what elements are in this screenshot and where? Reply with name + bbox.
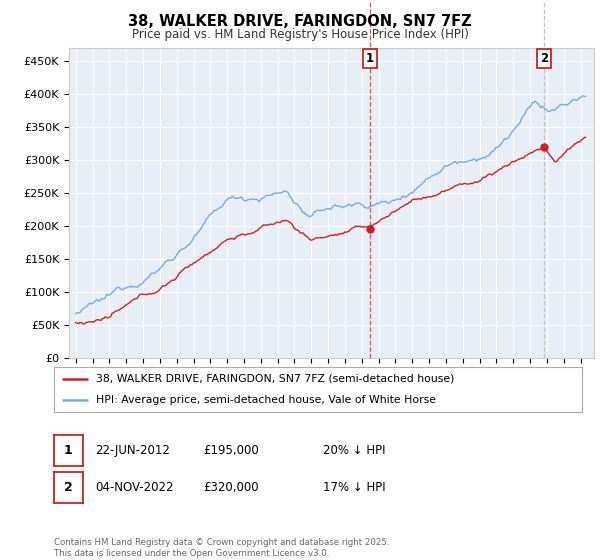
Text: £195,000: £195,000 xyxy=(203,444,259,458)
Text: 04-NOV-2022: 04-NOV-2022 xyxy=(95,480,173,494)
Text: 2: 2 xyxy=(64,480,73,494)
Text: 38, WALKER DRIVE, FARINGDON, SN7 7FZ (semi-detached house): 38, WALKER DRIVE, FARINGDON, SN7 7FZ (se… xyxy=(96,374,455,384)
Text: Contains HM Land Registry data © Crown copyright and database right 2025.
This d: Contains HM Land Registry data © Crown c… xyxy=(54,538,389,558)
Text: 22-JUN-2012: 22-JUN-2012 xyxy=(95,444,170,458)
Text: 17% ↓ HPI: 17% ↓ HPI xyxy=(323,480,385,494)
Text: 2: 2 xyxy=(540,52,548,66)
Text: 1: 1 xyxy=(366,52,374,66)
Text: £320,000: £320,000 xyxy=(203,480,259,494)
Text: 1: 1 xyxy=(64,444,73,458)
Text: 20% ↓ HPI: 20% ↓ HPI xyxy=(323,444,385,458)
Text: Price paid vs. HM Land Registry's House Price Index (HPI): Price paid vs. HM Land Registry's House … xyxy=(131,28,469,41)
Text: HPI: Average price, semi-detached house, Vale of White Horse: HPI: Average price, semi-detached house,… xyxy=(96,394,436,404)
Text: 38, WALKER DRIVE, FARINGDON, SN7 7FZ: 38, WALKER DRIVE, FARINGDON, SN7 7FZ xyxy=(128,14,472,29)
